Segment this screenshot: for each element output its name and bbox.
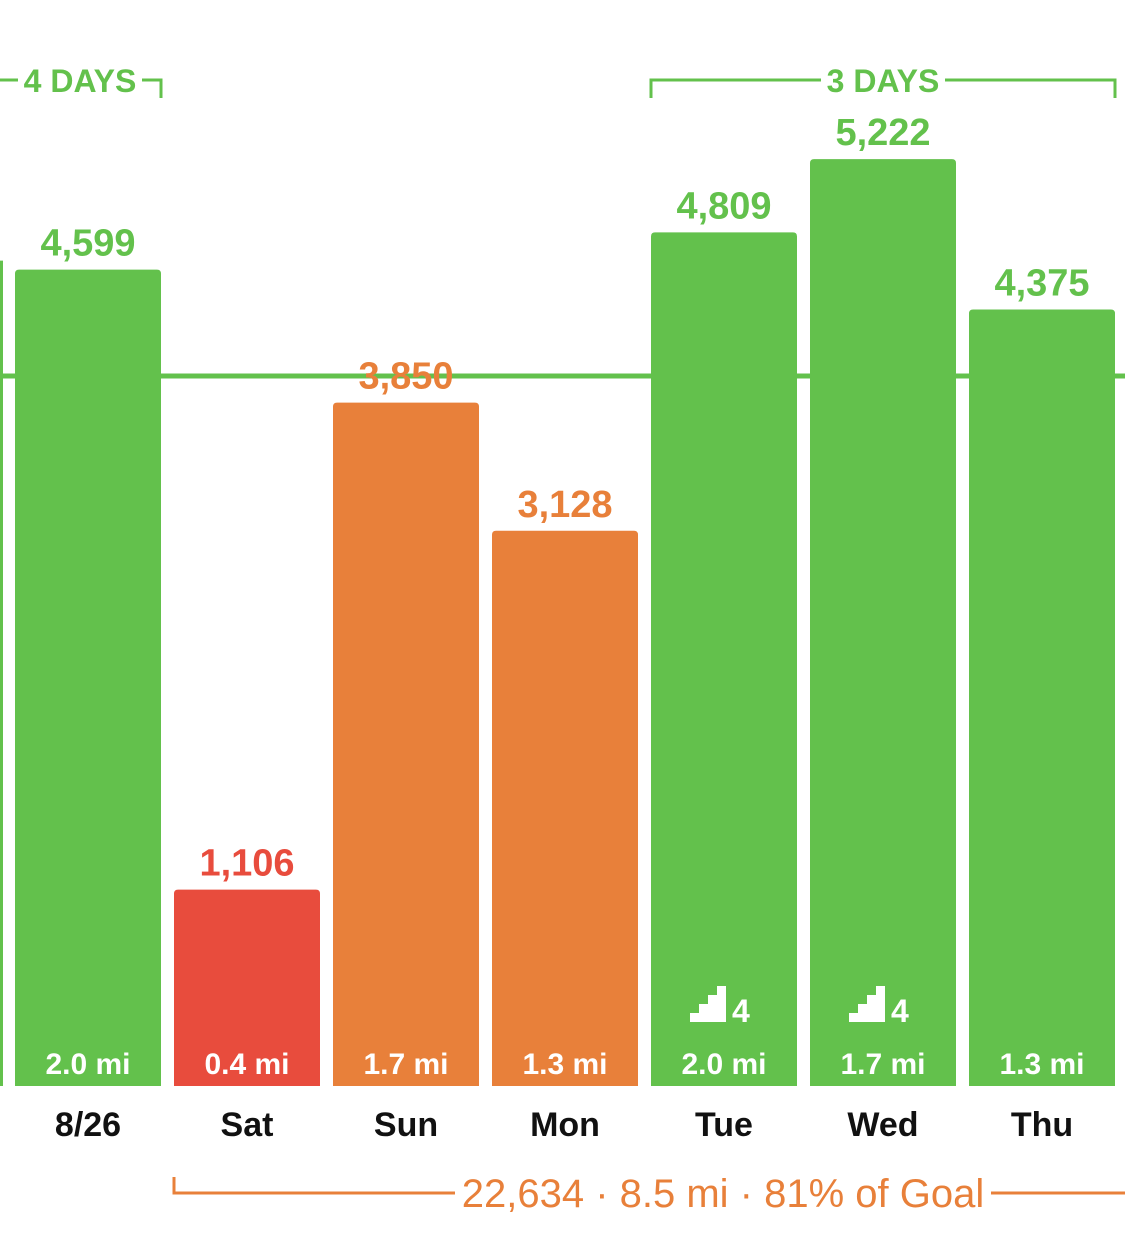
day-label: Thu bbox=[1011, 1106, 1073, 1144]
bar bbox=[174, 889, 320, 1086]
bars bbox=[0, 159, 1115, 1087]
bar-distance-label: 1.3 mi bbox=[522, 1048, 607, 1081]
streak-label: 4 DAYS bbox=[24, 63, 137, 99]
bar-distance-label: 1.3 mi bbox=[999, 1048, 1084, 1081]
bar-previous-partial bbox=[0, 260, 3, 1086]
bar-distance-label: 1.7 mi bbox=[363, 1048, 448, 1081]
streak-label: 3 DAYS bbox=[827, 63, 940, 99]
streak-bracket-line bbox=[649, 78, 821, 98]
bar-distance-label: 2.0 mi bbox=[681, 1048, 766, 1081]
bar-value-label: 5,222 bbox=[835, 112, 930, 154]
bar bbox=[15, 269, 161, 1086]
bar-value-label: 4,599 bbox=[40, 223, 135, 265]
bar bbox=[333, 402, 479, 1086]
bar-value-label: 3,850 bbox=[358, 356, 453, 398]
flights-count: 4 bbox=[732, 993, 750, 1029]
bar-distance-label: 1.7 mi bbox=[840, 1048, 925, 1081]
summary-bracket-line bbox=[172, 1177, 455, 1195]
bar-value-label: 1,106 bbox=[199, 843, 294, 885]
bar bbox=[969, 309, 1115, 1086]
bar-value-label: 4,375 bbox=[994, 262, 1089, 304]
bar bbox=[492, 530, 638, 1086]
stairs-icon bbox=[849, 986, 885, 1022]
bar-labels: 4,599 2.0 mi 8/26 1,106 0.4 mi Sat 3,850 1.7 mi… bbox=[40, 112, 1089, 1144]
day-label: 8/26 bbox=[55, 1106, 121, 1144]
streak-bracket: 4 DAYS bbox=[0, 63, 163, 99]
bar-value-label: 3,128 bbox=[517, 484, 612, 526]
day-label: Wed bbox=[847, 1106, 918, 1144]
day-label: Sun bbox=[374, 1106, 438, 1144]
streak-bracket-line bbox=[142, 78, 163, 98]
day-label: Sat bbox=[221, 1106, 274, 1144]
stairs-icon bbox=[690, 986, 726, 1022]
bar bbox=[651, 232, 797, 1087]
bar-value-label: 4,809 bbox=[676, 185, 771, 227]
day-label: Mon bbox=[530, 1106, 600, 1144]
streak-bracket: 3 DAYS bbox=[649, 63, 1117, 99]
summary-label: 22,634 · 8.5 mi · 81% of Goal bbox=[462, 1172, 985, 1216]
streak-bracket-line bbox=[945, 78, 1117, 98]
bar-distance-label: 2.0 mi bbox=[45, 1048, 130, 1081]
bar-distance-label: 0.4 mi bbox=[204, 1048, 289, 1081]
day-label: Tue bbox=[695, 1106, 753, 1144]
summary-bracket: 22,634 · 8.5 mi · 81% of Goal bbox=[172, 1172, 1125, 1216]
bar bbox=[810, 159, 956, 1087]
flights-count: 4 bbox=[891, 993, 909, 1029]
streak-brackets: 4 DAYS 3 DAYS bbox=[0, 63, 1117, 99]
